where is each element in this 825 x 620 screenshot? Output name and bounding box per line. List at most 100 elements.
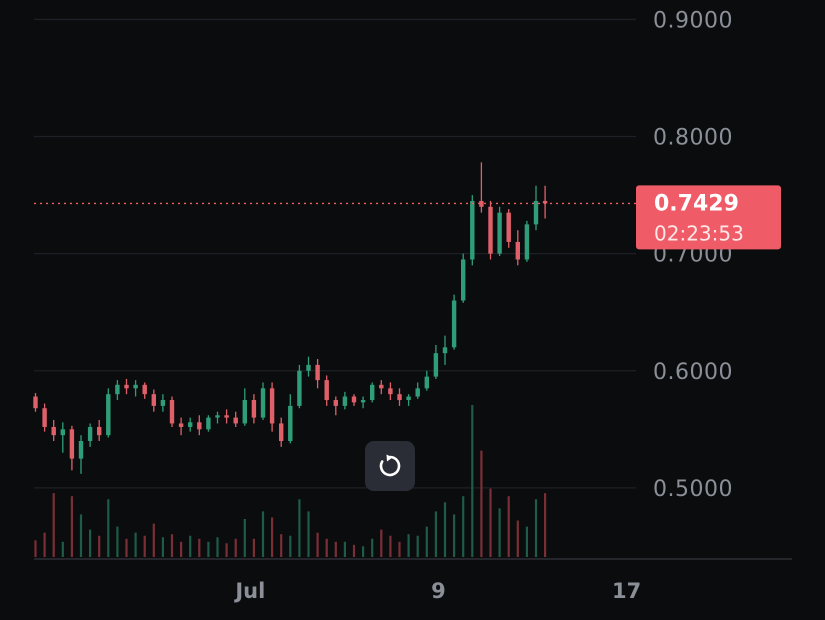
volume-bar [289, 535, 292, 557]
volume-bar [325, 538, 328, 557]
candle [433, 344, 439, 379]
volume-bar [70, 496, 73, 557]
candle-body [479, 200, 484, 207]
candle [379, 380, 384, 395]
candle [33, 393, 38, 412]
candle-body [269, 388, 275, 424]
reset-view-button[interactable] [365, 441, 415, 491]
candle [124, 378, 129, 395]
volume-bar [453, 514, 456, 557]
candle [497, 206, 502, 256]
candle [42, 403, 47, 432]
volume-bar [507, 496, 510, 557]
candle [233, 411, 238, 427]
candle [515, 230, 520, 266]
volume-bar [316, 532, 319, 557]
volume-bar [34, 540, 37, 557]
candle-body [151, 394, 156, 406]
price-tag-background [636, 185, 781, 250]
candle-body [397, 394, 402, 401]
volume-bar [52, 493, 55, 557]
volume-bar [471, 405, 474, 557]
candle-body [388, 388, 393, 395]
candle-body [197, 422, 202, 430]
candle [288, 394, 293, 444]
volume-bar [489, 488, 492, 557]
current-price-tag: 0.7429 02:23:53 [636, 185, 781, 250]
candle [78, 435, 84, 474]
candle-body [506, 212, 511, 242]
candle [242, 388, 247, 426]
candle-body [33, 396, 38, 409]
volume-bar [343, 541, 346, 557]
candle [542, 185, 548, 219]
candle [206, 415, 211, 432]
candle-body [524, 224, 530, 260]
volume-bar [398, 541, 401, 557]
candle-body [97, 426, 102, 436]
candle-body [424, 376, 429, 389]
volume-bar [61, 541, 64, 557]
candle [333, 396, 338, 416]
x-tick-label: Jul [233, 579, 265, 603]
candle [133, 380, 138, 397]
volume-bar [334, 541, 337, 557]
volume-bar [225, 543, 228, 557]
candle-body [142, 384, 147, 395]
candle-body [360, 400, 366, 403]
candle [415, 382, 420, 399]
volume-bar [43, 532, 46, 557]
candle [224, 409, 229, 424]
candle [324, 375, 329, 406]
candle [260, 382, 266, 420]
x-tick-label: 17 [612, 579, 641, 603]
y-tick-label: 0.9000 [653, 8, 733, 33]
candle [533, 185, 539, 231]
candle-body [351, 396, 357, 403]
candle [279, 417, 284, 447]
candle [442, 335, 448, 365]
candle [315, 359, 320, 389]
candle-body [533, 200, 539, 225]
candle-body [342, 396, 348, 406]
candle-body [188, 422, 193, 427]
y-tick-label: 0.6000 [653, 360, 733, 385]
candle [69, 425, 75, 471]
candle-body [488, 206, 493, 254]
candle-body [124, 384, 129, 389]
candle [406, 394, 411, 406]
candle-body [106, 394, 111, 436]
volume-bar [79, 514, 83, 557]
candle-body [415, 388, 420, 397]
candle-body [69, 429, 75, 459]
volume-bar [180, 541, 183, 557]
volume-bar [216, 537, 219, 557]
candle [451, 294, 457, 350]
volume-bar [280, 534, 283, 557]
volume-bar [89, 529, 92, 557]
volume-bar [298, 499, 301, 557]
volume-bar [252, 538, 255, 557]
volume-bar [189, 535, 192, 557]
x-tick-label: 9 [431, 579, 446, 603]
candle [306, 356, 311, 377]
candle [342, 391, 348, 410]
candle-body [233, 417, 238, 424]
volume-bar [380, 529, 383, 557]
candle-body [379, 384, 384, 389]
candle-body [315, 364, 320, 381]
price-tag-value: 0.7429 [654, 191, 739, 216]
candle-body [60, 429, 65, 436]
volume-bar [362, 546, 365, 557]
volume-bar [516, 520, 519, 557]
candle [461, 253, 466, 303]
volume-bar [462, 496, 465, 557]
candle [479, 162, 484, 213]
candle [87, 423, 93, 447]
candle-body [442, 347, 448, 354]
volume-bar [143, 535, 146, 557]
volume-bar [352, 544, 356, 557]
candle [397, 388, 402, 406]
